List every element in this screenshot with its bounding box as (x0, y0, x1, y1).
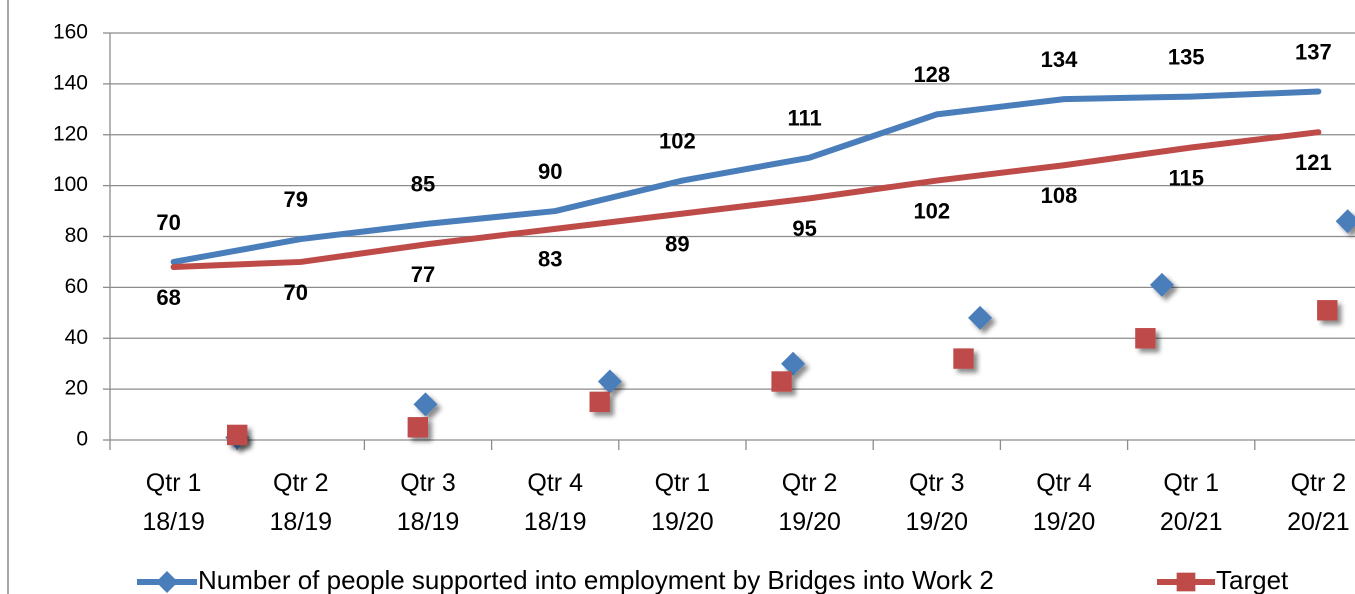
data-label: 102 (913, 198, 950, 223)
x-tick-label: 19/20 (1033, 508, 1096, 536)
y-tick-label: 80 (65, 224, 88, 247)
data-label: 128 (913, 62, 950, 87)
data-label: 134 (1041, 47, 1078, 72)
x-tick-label: 18/19 (524, 508, 587, 536)
series-line (170, 129, 1322, 271)
data-label: 77 (411, 262, 435, 287)
x-tick-label: 18/19 (397, 508, 460, 536)
x-tick-label: 19/20 (651, 508, 714, 536)
marker-diamond (968, 305, 993, 330)
x-tick-label: 20/21 (1160, 508, 1223, 536)
plot-area: 0 20 40 60 80 100 120 140 160 Qtr 1 18/19 Qtr 2 18/1… (53, 21, 1355, 536)
x-tick-label: Qtr 2 (782, 469, 838, 497)
data-label: 89 (665, 231, 689, 256)
x-tick-label: 18/19 (270, 508, 333, 536)
data-label: 70 (284, 280, 308, 305)
x-tick-label: Qtr 1 (1163, 469, 1219, 497)
x-tick-label: Qtr 4 (527, 469, 583, 497)
x-tick-label: Qtr 2 (1291, 469, 1347, 497)
y-tick-label: 100 (53, 173, 88, 196)
data-label: 79 (284, 187, 308, 212)
marker-diamond (156, 571, 178, 593)
data-label: 85 (411, 172, 435, 197)
y-tick-label: 140 (53, 71, 88, 94)
data-label: 95 (792, 216, 816, 241)
marker-square (953, 348, 974, 369)
x-tick-label: 20/21 (1287, 508, 1350, 536)
x-tick-label: Qtr 1 (655, 469, 711, 497)
marker-square (1135, 328, 1156, 349)
y-tick-label: 20 (65, 377, 88, 400)
marker-diamond (781, 351, 806, 376)
x-tick-label: Qtr 3 (400, 469, 456, 497)
marker-diamond (1149, 272, 1174, 297)
data-label: 83 (538, 247, 562, 272)
data-label: 68 (156, 285, 180, 310)
x-tick-label: Qtr 1 (146, 469, 202, 497)
data-label: 135 (1168, 44, 1205, 69)
data-label: 70 (156, 210, 180, 235)
y-tick-label: 40 (65, 326, 88, 349)
marker-diamond (597, 369, 622, 394)
marker-diamond (413, 392, 438, 417)
marker-square (1317, 300, 1338, 321)
marker-square (1176, 572, 1196, 592)
legend-label: Number of people supported into employme… (198, 565, 994, 594)
data-label: 108 (1041, 183, 1078, 208)
data-label: 115 (1168, 165, 1204, 190)
y-tick-label: 160 (53, 21, 88, 44)
x-tick-label: Qtr 4 (1036, 469, 1092, 497)
data-label: 90 (538, 159, 562, 184)
marker-square (589, 391, 610, 413)
y-tick-label: 120 (53, 122, 88, 145)
x-tick-label: 19/20 (906, 508, 969, 536)
data-label: 102 (659, 128, 696, 153)
x-tick-label: 19/20 (778, 508, 841, 536)
legend: Number of people supported into employme… (137, 565, 1289, 594)
x-tick-label: Qtr 3 (909, 469, 965, 497)
marker-square (407, 417, 429, 438)
data-label: 121 (1295, 150, 1332, 175)
marker-square (771, 371, 792, 392)
x-tick-label: Qtr 2 (273, 469, 329, 497)
x-tick-label: 18/19 (142, 508, 205, 536)
data-label: 111 (787, 105, 821, 130)
marker-diamond (1335, 209, 1355, 234)
y-tick-label: 0 (76, 428, 88, 451)
data-label: 137 (1295, 39, 1332, 64)
legend-label: Target (1216, 565, 1289, 594)
y-tick-label: 60 (65, 275, 88, 298)
series-line (170, 88, 1322, 265)
marker-square (227, 424, 248, 446)
